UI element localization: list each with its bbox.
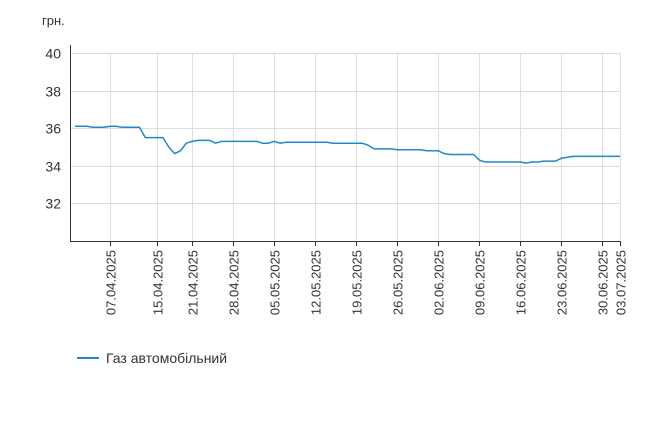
y-tick-label: 32	[45, 196, 61, 212]
x-tick-label: 23.06.2025	[555, 250, 570, 315]
x-tick-label: 03.07.2025	[614, 250, 629, 315]
axes	[70, 45, 621, 246]
y-tick-label: 36	[45, 121, 61, 137]
y-unit-label: грн.	[42, 13, 65, 28]
x-tick-label: 28.04.2025	[227, 250, 242, 315]
grid	[70, 53, 621, 241]
y-tick-label: 40	[45, 46, 61, 62]
x-tick-label: 02.06.2025	[432, 250, 447, 315]
x-tick-label: 26.05.2025	[391, 250, 406, 315]
x-tick-label: 30.06.2025	[596, 250, 611, 315]
x-tick-label: 05.05.2025	[268, 250, 283, 315]
x-tick-label: 16.06.2025	[514, 250, 529, 315]
x-tick-label: 19.05.2025	[350, 250, 365, 315]
y-tick-label: 38	[45, 84, 61, 100]
legend-label: Газ автомобільний	[106, 350, 227, 366]
series-lines	[75, 125, 620, 164]
y-tick-labels: 32 34 36 38 40	[45, 46, 61, 212]
x-tick-label: 15.04.2025	[151, 250, 166, 315]
x-tick-label: 12.05.2025	[309, 250, 324, 315]
y-tick-label: 34	[45, 159, 61, 175]
x-tick-label: 21.04.2025	[186, 250, 201, 315]
series-line	[75, 125, 620, 164]
x-tick-label: 07.04.2025	[104, 250, 119, 315]
x-tick-label: 09.06.2025	[473, 250, 488, 315]
legend: Газ автомобільний	[77, 350, 227, 366]
x-tick-labels: 07.04.2025 15.04.2025 21.04.2025 28.04.2025…	[104, 250, 629, 315]
